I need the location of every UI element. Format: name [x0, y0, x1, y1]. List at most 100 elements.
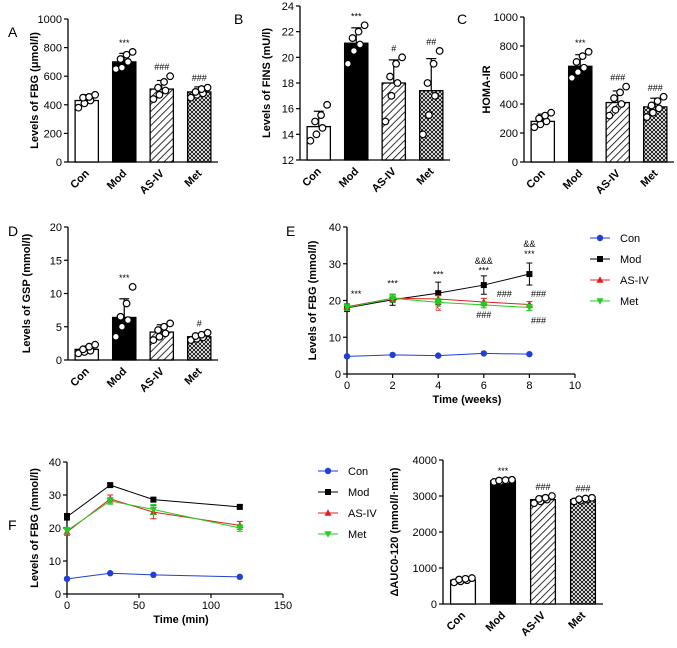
data-point [580, 63, 588, 72]
legend-marker [596, 234, 604, 242]
y-tick-label: 15 [50, 255, 62, 267]
data-point [649, 108, 657, 117]
y-tick-label: 16 [282, 104, 294, 116]
significance-mark: ### [497, 289, 512, 299]
data-point [91, 340, 100, 349]
significance-mark: ### [531, 315, 546, 325]
significance-mark: *** [498, 466, 509, 476]
significance-mark: *** [479, 266, 490, 276]
y-tick-label: 30 [329, 259, 341, 271]
data-point [343, 304, 351, 312]
data-point [423, 79, 432, 87]
y-tick-label: 0 [431, 599, 437, 611]
data-point [642, 113, 651, 121]
data-point [574, 68, 582, 76]
category-label: Con [300, 165, 324, 189]
category-label: AS-IV [519, 609, 549, 639]
category-label: Mod [484, 610, 508, 634]
panel-label: B [234, 11, 243, 27]
panel-label: A [8, 24, 18, 40]
data-point [356, 40, 364, 49]
data-point [150, 496, 157, 503]
data-point [610, 94, 618, 103]
data-point [548, 492, 556, 500]
data-point [111, 332, 120, 341]
panel-label: F [8, 517, 17, 533]
significance-mark: ### [575, 483, 590, 493]
data-point [541, 111, 549, 120]
x-axis-label: Time (min) [153, 614, 209, 626]
legend-marker [324, 531, 332, 538]
data-point [461, 574, 470, 583]
data-point [387, 91, 396, 100]
legend-label: Met [620, 296, 638, 308]
y-tick-label: 10 [49, 556, 61, 568]
y-tick-label: 3000 [413, 491, 437, 503]
data-point [526, 271, 533, 278]
legend-label: AS-IV [620, 275, 649, 287]
data-point [393, 79, 402, 87]
category-label: Met [566, 609, 588, 631]
data-point [150, 571, 157, 579]
legend: Con Mod AS-IV Met [590, 233, 649, 308]
data-point [318, 124, 327, 132]
data-point [106, 498, 114, 505]
y-tick-label: 1000 [38, 14, 62, 26]
significance-mark: ### [610, 73, 625, 83]
data-point [149, 95, 158, 103]
data-point [435, 47, 444, 55]
x-tick-label: 10 [569, 380, 581, 392]
legend-marker [596, 298, 604, 305]
x-axis-label: Time (weeks) [433, 394, 502, 406]
legend-label: AS-IV [348, 508, 377, 520]
category-label: Met [182, 167, 204, 189]
data-point [343, 353, 351, 360]
x-tick-label: 50 [133, 600, 145, 612]
data-point [348, 34, 357, 42]
data-point [584, 47, 593, 56]
y-tick-label: 2000 [413, 527, 437, 539]
data-point [74, 103, 83, 112]
data-point [161, 86, 170, 95]
data-point [575, 495, 583, 504]
category-label: AS-IV [138, 167, 168, 197]
data-point [659, 92, 668, 101]
data-point [203, 328, 212, 337]
x-tick-label: 2 [390, 380, 396, 392]
data-point [63, 527, 71, 535]
data-point [128, 282, 137, 291]
significance-mark: # [391, 43, 396, 53]
x-tick-label: 100 [202, 600, 220, 612]
legend-marker [596, 276, 604, 283]
bar-mod [489, 480, 517, 605]
significance-mark: *** [524, 249, 535, 259]
data-point [468, 574, 476, 582]
data-point [418, 130, 427, 139]
data-point [107, 482, 114, 489]
category-label: Mod [561, 168, 585, 192]
y-tick-label: 5 [56, 322, 62, 334]
x-tick-label: 4 [435, 380, 441, 392]
data-point [107, 570, 114, 577]
data-point [611, 105, 620, 114]
series-mod [64, 482, 243, 521]
category-label: Con [68, 365, 92, 389]
data-point [588, 493, 596, 502]
data-point [435, 352, 442, 359]
y-tick-label: 200 [44, 128, 62, 140]
y-tick-label: 12 [282, 155, 294, 167]
data-point [398, 53, 407, 62]
series-con [63, 570, 243, 583]
panel-a: A 0 200 400 600 800 1000 Levels of FBG (μmol/l)… [8, 14, 218, 197]
data-point [425, 111, 433, 119]
data-point [622, 82, 631, 91]
data-point [495, 476, 503, 485]
data-point [149, 336, 158, 344]
data-point [392, 59, 400, 68]
x-tick-label: 6 [481, 380, 487, 392]
panel-e: E 0 10 20 30 40 Levels of FBG (mmol/l) 0 2 4 6 8 10 T… [286, 222, 649, 406]
data-point [155, 90, 164, 99]
y-tick-label: 0 [335, 369, 341, 381]
data-point [122, 50, 131, 59]
y-tick-label: 800 [44, 43, 62, 55]
